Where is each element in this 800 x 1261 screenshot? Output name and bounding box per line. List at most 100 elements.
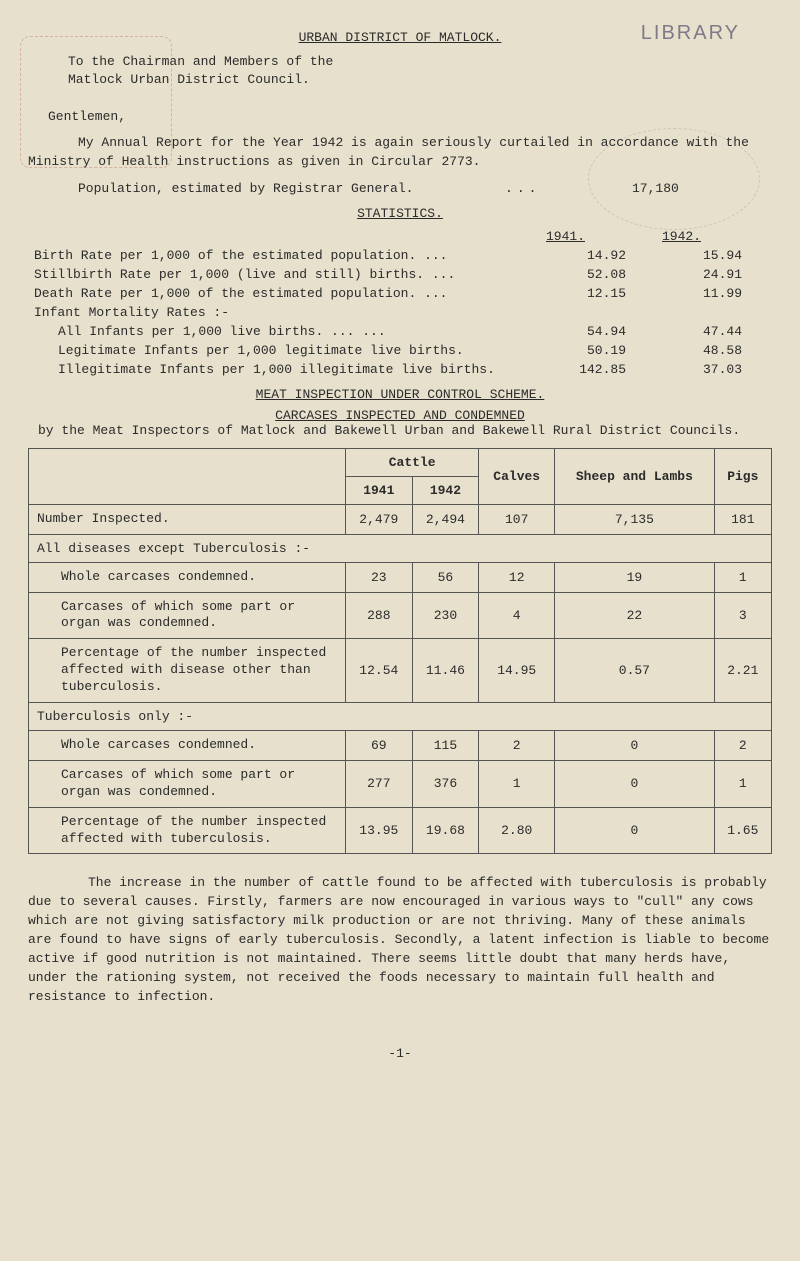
cell: 230 xyxy=(412,592,479,639)
population-value: 17,180 xyxy=(632,181,772,196)
cell: 11.46 xyxy=(412,639,479,703)
table-row: Percentage of the number inspected affec… xyxy=(29,807,772,854)
stat-row: Stillbirth Rate per 1,000 (live and stil… xyxy=(28,265,772,284)
row-label: Percentage of the number inspected affec… xyxy=(29,639,346,703)
stat-41: 14.92 xyxy=(540,246,656,265)
stat-label: Death Rate per 1,000 of the estimated po… xyxy=(28,284,540,303)
stat-41: 12.15 xyxy=(540,284,656,303)
cell: 2.21 xyxy=(714,639,771,703)
table-row: Carcases of which some part or organ was… xyxy=(29,760,772,807)
cell: 376 xyxy=(412,760,479,807)
cell: 69 xyxy=(346,730,413,760)
cell: 0.57 xyxy=(555,639,714,703)
stat-42: 37.03 xyxy=(656,360,772,379)
cell: 1 xyxy=(479,760,555,807)
to-line-2: Matlock Urban District Council. xyxy=(68,71,772,89)
cell: 19.68 xyxy=(412,807,479,854)
table-row: Whole carcases condemned. 23 56 12 19 1 xyxy=(29,562,772,592)
cell: 2,494 xyxy=(412,504,479,534)
cell: 3 xyxy=(714,592,771,639)
stat-row: Death Rate per 1,000 of the estimated po… xyxy=(28,284,772,303)
cell: 7,135 xyxy=(555,504,714,534)
stat-label: Legitimate Infants per 1,000 legitimate … xyxy=(28,341,540,360)
cell: 1 xyxy=(714,760,771,807)
infant-heading: Infant Mortality Rates :- xyxy=(28,303,772,322)
th-1941: 1941 xyxy=(346,476,413,504)
table-row: Percentage of the number inspected affec… xyxy=(29,639,772,703)
cell: 2.80 xyxy=(479,807,555,854)
page-number: -1- xyxy=(28,1046,772,1061)
stat-label: Illegitimate Infants per 1,000 illegitim… xyxy=(28,360,540,379)
inspection-table: Cattle Calves Sheep and Lambs Pigs 1941 … xyxy=(28,448,772,855)
cell: 56 xyxy=(412,562,479,592)
library-stamp: LIBRARY xyxy=(641,22,740,45)
population-line: Population, estimated by Registrar Gener… xyxy=(28,181,772,196)
statistics-heading: STATISTICS. xyxy=(28,206,772,221)
stat-41: 54.94 xyxy=(540,322,656,341)
meat-byline: by the Meat Inspectors of Matlock and Ba… xyxy=(38,423,772,438)
stat-42: 11.99 xyxy=(656,284,772,303)
table-row: Whole carcases condemned. 69 115 2 0 2 xyxy=(29,730,772,760)
meat-heading-1: MEAT INSPECTION UNDER CONTROL SCHEME. xyxy=(28,387,772,402)
section-1-label: All diseases except Tuberculosis :- xyxy=(29,534,772,562)
address-block: To the Chairman and Members of the Matlo… xyxy=(68,53,772,89)
row-label: Number Inspected. xyxy=(29,504,346,534)
cell: 107 xyxy=(479,504,555,534)
th-calves: Calves xyxy=(479,448,555,504)
row-label: Whole carcases condemned. xyxy=(29,730,346,760)
cell: 22 xyxy=(555,592,714,639)
section-1-head: All diseases except Tuberculosis :- xyxy=(29,534,772,562)
stat-41: 50.19 xyxy=(540,341,656,360)
stat-41: 52.08 xyxy=(540,265,656,284)
stat-42: 15.94 xyxy=(656,246,772,265)
cell: 181 xyxy=(714,504,771,534)
cell: 4 xyxy=(479,592,555,639)
row-label: Carcases of which some part or organ was… xyxy=(29,760,346,807)
stat-row: All Infants per 1,000 live births. ... .… xyxy=(28,322,772,341)
stat-row: Legitimate Infants per 1,000 legitimate … xyxy=(28,341,772,360)
section-2-label: Tuberculosis only :- xyxy=(29,702,772,730)
th-cattle: Cattle xyxy=(346,448,479,476)
cell: 0 xyxy=(555,760,714,807)
col-1942: 1942. xyxy=(656,227,772,246)
population-label: Population, estimated by Registrar Gener… xyxy=(28,181,413,196)
to-line-1: To the Chairman and Members of the xyxy=(68,53,772,71)
cell: 288 xyxy=(346,592,413,639)
table-row: Carcases of which some part or organ was… xyxy=(29,592,772,639)
row-label: Percentage of the number inspected affec… xyxy=(29,807,346,854)
stat-42: 47.44 xyxy=(656,322,772,341)
section-2-head: Tuberculosis only :- xyxy=(29,702,772,730)
ellipsis: ... xyxy=(413,181,632,196)
cell: 0 xyxy=(555,730,714,760)
th-sheep: Sheep and Lambs xyxy=(555,448,714,504)
stat-42: 48.58 xyxy=(656,341,772,360)
stat-row: Illegitimate Infants per 1,000 illegitim… xyxy=(28,360,772,379)
cell: 277 xyxy=(346,760,413,807)
cell: 12.54 xyxy=(346,639,413,703)
th-pigs: Pigs xyxy=(714,448,771,504)
cell: 2 xyxy=(714,730,771,760)
row-label: Whole carcases condemned. xyxy=(29,562,346,592)
cell: 14.95 xyxy=(479,639,555,703)
stat-42: 24.91 xyxy=(656,265,772,284)
closing-paragraph: The increase in the number of cattle fou… xyxy=(28,874,772,1006)
cell: 1.65 xyxy=(714,807,771,854)
cell: 2,479 xyxy=(346,504,413,534)
salutation: Gentlemen, xyxy=(48,109,772,124)
col-1941: 1941. xyxy=(540,227,656,246)
stat-label: Birth Rate per 1,000 of the estimated po… xyxy=(28,246,540,265)
intro-paragraph: My Annual Report for the Year 1942 is ag… xyxy=(28,134,772,170)
cell: 13.95 xyxy=(346,807,413,854)
cell: 1 xyxy=(714,562,771,592)
table-row: Number Inspected. 2,479 2,494 107 7,135 … xyxy=(29,504,772,534)
meat-heading-2: CARCASES INSPECTED AND CONDEMNED xyxy=(28,408,772,423)
cell: 0 xyxy=(555,807,714,854)
cell: 115 xyxy=(412,730,479,760)
cell: 23 xyxy=(346,562,413,592)
stat-label: Stillbirth Rate per 1,000 (live and stil… xyxy=(28,265,540,284)
statistics-table: 1941. 1942. Birth Rate per 1,000 of the … xyxy=(28,227,772,379)
stat-label: All Infants per 1,000 live births. ... .… xyxy=(28,322,540,341)
row-label: Carcases of which some part or organ was… xyxy=(29,592,346,639)
cell: 2 xyxy=(479,730,555,760)
stat-41: 142.85 xyxy=(540,360,656,379)
